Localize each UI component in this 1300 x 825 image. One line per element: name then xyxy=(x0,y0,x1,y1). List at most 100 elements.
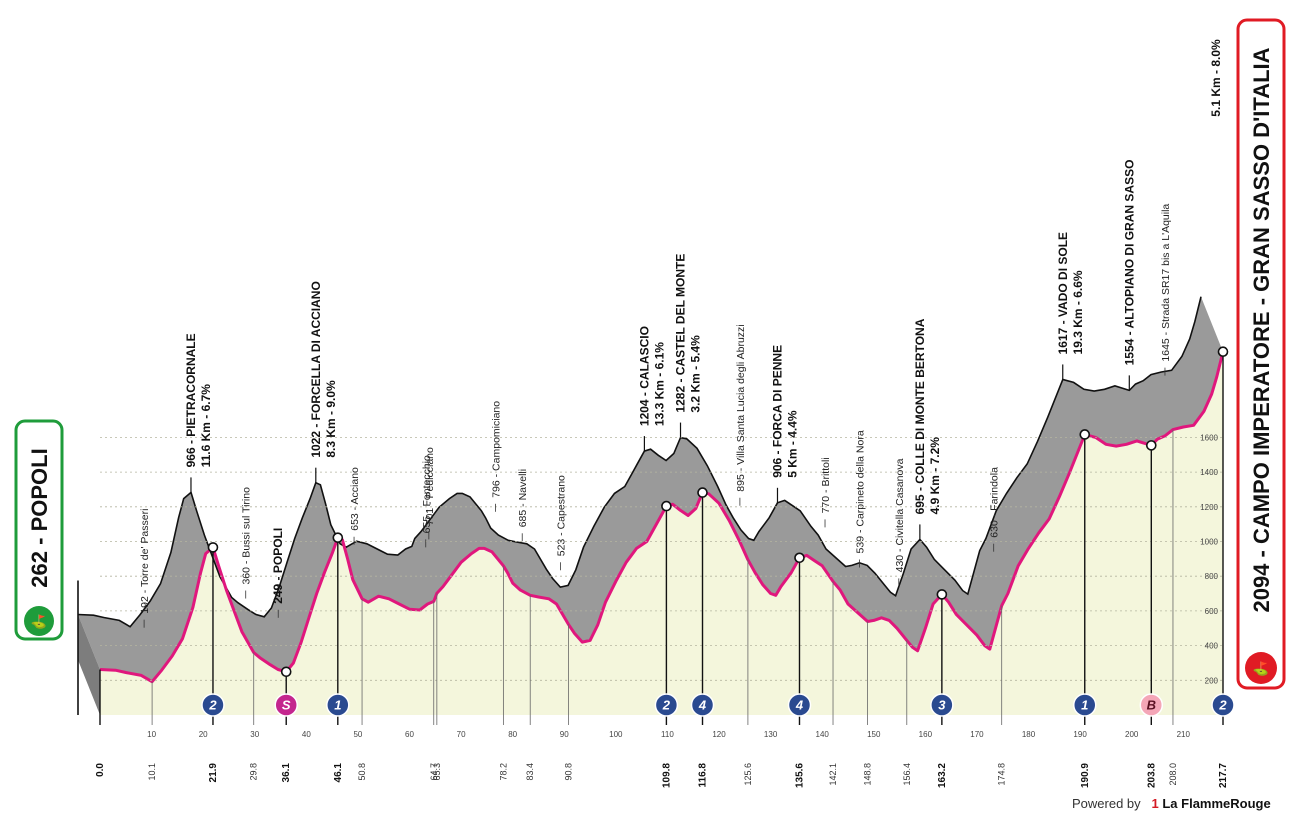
category-badge xyxy=(930,693,954,717)
cyclist-glyph: ⛳ xyxy=(1253,661,1269,677)
category-badge xyxy=(654,693,679,717)
category-badge-label: 1 xyxy=(334,698,341,713)
climb-sub: 5.1 Km - 8.0% xyxy=(1209,39,1223,117)
start-label: 262 - POPOLI xyxy=(27,448,52,587)
km-marker-label: 135.6 xyxy=(794,763,805,788)
waypoint-label: 655 - Fontecchio xyxy=(421,455,433,533)
climb-sub: 4.9 Km - 7.2% xyxy=(928,437,942,515)
category-badge-label: B xyxy=(1147,698,1156,713)
category-badge-label: 4 xyxy=(795,698,804,713)
km-tick: 60 xyxy=(405,730,414,739)
km-marker-label: 64.7 xyxy=(429,763,439,781)
finish-label: 2094 - CAMPO IMPERATORE - GRAN SASSO D'I… xyxy=(1249,47,1274,612)
altitude-tick: 600 xyxy=(1205,607,1219,616)
km-marker-label: 83.4 xyxy=(525,763,535,781)
waypoint-label: 523 - Capestrano xyxy=(555,475,567,556)
km-marker-label: 174.8 xyxy=(997,763,1007,786)
marker-lines xyxy=(99,346,1229,725)
waypoint-label: 539 - Carpineto della Nora xyxy=(855,430,867,553)
km-marker-label: 203.8 xyxy=(1146,763,1157,788)
climb-label: 1204 - CALASCIO xyxy=(637,326,651,426)
waypoint-label: 796 - Campomiciano xyxy=(490,401,502,498)
climb-sub: 5 Km - 4.4% xyxy=(785,410,799,478)
km-marker-label: 46.1 xyxy=(333,763,344,783)
road-line xyxy=(99,351,1225,684)
start-box xyxy=(14,419,64,641)
category-badge xyxy=(1073,693,1097,717)
km-marker-label: 0.0 xyxy=(95,763,106,777)
km-marker-label: 163.2 xyxy=(937,763,948,788)
altitude-tick: 200 xyxy=(1205,676,1219,685)
km-marker-label: 29.8 xyxy=(249,763,259,781)
altitude-tick: 400 xyxy=(1205,642,1219,651)
climb-dot xyxy=(280,666,292,678)
climb-dot xyxy=(1079,429,1091,440)
km-tick: 170 xyxy=(970,730,984,739)
cyclist-icon xyxy=(24,606,54,636)
km-tick: 40 xyxy=(302,730,311,739)
km-tick: 160 xyxy=(919,730,933,739)
km-marker-label: 217.7 xyxy=(1218,763,1229,788)
km-marker-label: 116.8 xyxy=(698,763,709,788)
altitude-tick: 1400 xyxy=(1200,468,1218,477)
category-badge xyxy=(201,693,225,717)
km-tick: 50 xyxy=(353,730,362,739)
climb-dot xyxy=(661,500,672,512)
km-marker-label: 50.8 xyxy=(357,763,367,781)
category-badge-label: 3 xyxy=(938,698,946,713)
waypoint-label: 895 - Villa Santa Lucia degli Abruzzi xyxy=(735,324,747,491)
waypoint-label: 653 - Acciano xyxy=(349,467,361,531)
climb-dot xyxy=(697,487,708,498)
profile-depth xyxy=(78,296,1223,682)
km-tick: 180 xyxy=(1022,730,1036,739)
brand-name: La FlammeRouge xyxy=(1162,796,1271,811)
km-tick: 70 xyxy=(457,730,466,739)
km-tick: 130 xyxy=(764,730,778,739)
km-tick: 20 xyxy=(199,730,208,739)
category-badge xyxy=(326,693,350,717)
km-tick: 120 xyxy=(712,730,726,739)
km-axis: 0.0 10.1 21.9 29.8 36.1 46.1 50.8 64.765.3 78.2 8… xyxy=(95,730,1229,788)
km-tick: 10 xyxy=(147,730,156,739)
km-marker-label: 36.1 xyxy=(281,763,292,783)
climb-label: 1617 - VADO DI SOLE xyxy=(1056,232,1070,354)
altitude-tick: 1000 xyxy=(1200,538,1218,547)
climb-dot xyxy=(1145,440,1157,451)
km-tick: 210 xyxy=(1177,730,1191,739)
climb-dot xyxy=(936,589,948,600)
category-badge-label: 2 xyxy=(1218,698,1227,713)
profile-top-line xyxy=(77,296,1202,628)
climb-dot xyxy=(207,542,219,553)
waypoint-label: 430 - Civitella Casanova xyxy=(894,458,906,572)
flamme-rouge-icon: 1 xyxy=(1151,796,1159,811)
km-marker-label: 156.4 xyxy=(902,763,912,786)
climb-sub: 13.3 Km - 6.1% xyxy=(652,342,666,426)
km-marker-label: 90.8 xyxy=(563,763,573,781)
climb-dot xyxy=(1217,346,1229,357)
waypoint-label: 770 - Brittoli xyxy=(820,457,832,513)
category-badge-label: 1 xyxy=(1081,698,1088,713)
km-tick: 200 xyxy=(1125,730,1139,739)
category-badges: 2 S 1 2 4 4 3 1 B 2 xyxy=(201,693,1235,717)
brand-credit: Powered by 1 La FlammeRouge xyxy=(1072,796,1271,811)
waypoint-label: 630 - Farindola xyxy=(989,467,1001,538)
altitude-tick: 1200 xyxy=(1200,503,1218,512)
category-badge xyxy=(787,693,812,717)
km-tick: 110 xyxy=(661,730,674,739)
km-tick: 190 xyxy=(1073,730,1087,739)
km-tick: 140 xyxy=(816,730,830,739)
altitude-tick: 800 xyxy=(1205,572,1219,581)
km-tick: 80 xyxy=(508,730,517,739)
category-badge xyxy=(274,693,298,717)
powered-by-text: Powered by xyxy=(1072,796,1141,811)
climb-labels: 192 - Torre de' Passeri 360 - Bussi sul T… xyxy=(139,39,1223,628)
cyclist-icon xyxy=(1245,652,1277,684)
category-badge xyxy=(1211,693,1235,717)
climb-label: 1282 - CASTEL DEL MONTE xyxy=(674,254,688,413)
start-finish: 262 - POPOLI ⛳ 2094 - CAMPO IMPERATORE - G… xyxy=(14,18,1286,690)
waypoint-label: 249 - POPOLI xyxy=(271,528,285,604)
km-tick: 30 xyxy=(250,730,259,739)
waypoint-label: 1645 - Strada SR17 bis a L'Aquila xyxy=(1160,204,1172,362)
climb-label: 966 - PIETRACORNALE xyxy=(184,333,198,467)
waypoint-label: 685 - Navelli xyxy=(517,469,529,527)
